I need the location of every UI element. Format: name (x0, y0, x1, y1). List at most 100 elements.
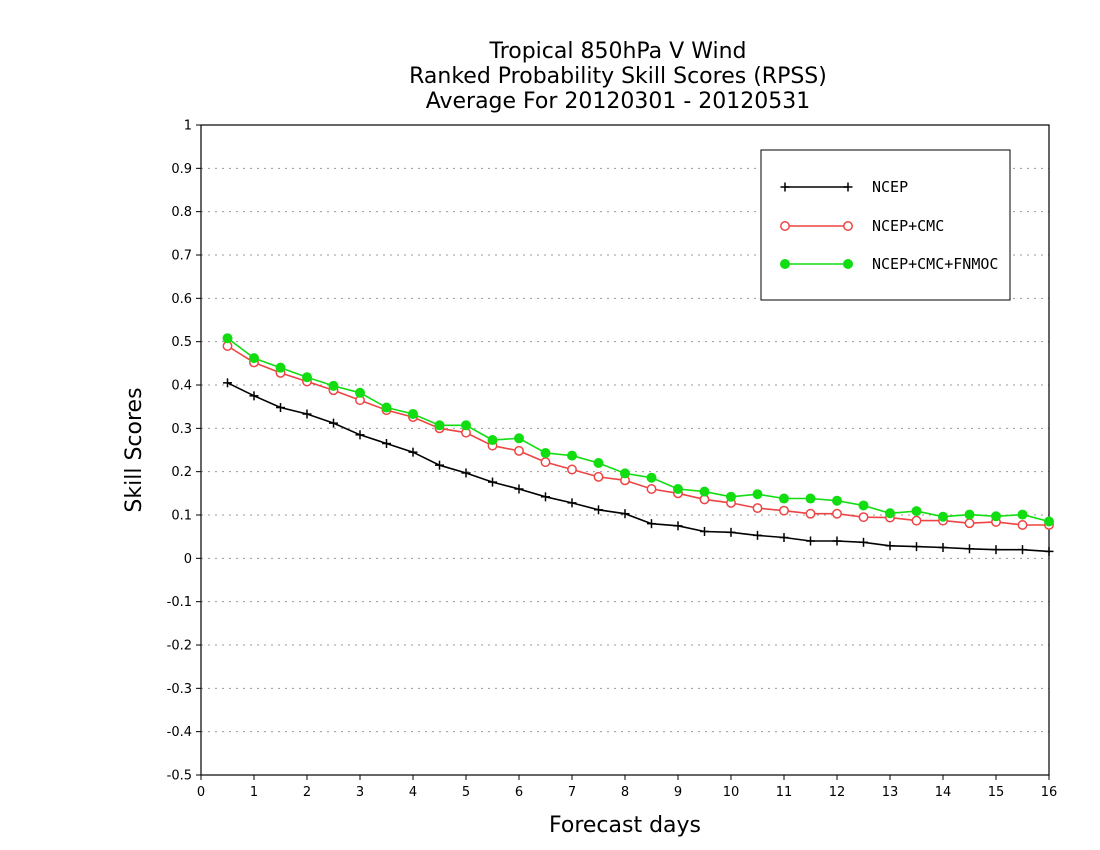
y-tick-label: -0.4 (167, 725, 192, 740)
data-point (780, 221, 790, 231)
data-point (843, 221, 853, 231)
y-tick-label: -0.1 (167, 595, 192, 610)
legend-entry: NCEP (780, 178, 908, 196)
y-tick-label: -0.2 (167, 639, 192, 654)
data-point (938, 543, 948, 552)
data-point (673, 484, 683, 494)
data-point (805, 508, 816, 519)
data-point (647, 519, 656, 529)
data-point (593, 471, 604, 482)
data-point (249, 353, 259, 364)
legend-label: NCEP+CMC+FNMOC (872, 255, 998, 273)
x-tick-label: 6 (515, 785, 523, 800)
data-point (434, 420, 445, 431)
x-tick-label: 5 (462, 785, 470, 800)
data-point (726, 491, 736, 502)
x-tick-label: 14 (935, 785, 952, 800)
data-point (858, 512, 869, 523)
x-tick-label: 12 (829, 785, 846, 800)
x-tick-label: 7 (568, 785, 576, 800)
data-point (461, 468, 471, 478)
y-axis-label: Skill Scores (122, 387, 147, 512)
x-tick-label: 1 (250, 785, 258, 800)
y-tick-label: 0.1 (171, 509, 192, 524)
x-tick-label: 11 (776, 785, 793, 800)
x-axis-label: Forecast days (549, 813, 701, 838)
data-point (964, 509, 975, 520)
data-point (567, 450, 577, 461)
data-point (1017, 509, 1028, 520)
data-point (222, 333, 233, 344)
data-point (540, 448, 551, 459)
chart-title: Tropical 850hPa V Wind Ranked Probabilit… (409, 39, 827, 114)
data-point (408, 409, 418, 420)
legend-label: NCEP (872, 178, 908, 196)
data-point (911, 506, 922, 517)
data-point (885, 541, 895, 551)
x-tick-label: 9 (674, 785, 682, 800)
x-tick-label: 3 (356, 785, 364, 800)
data-point (832, 536, 842, 546)
data-point (964, 518, 975, 529)
data-point (1044, 546, 1054, 556)
data-point (700, 526, 709, 536)
series-ncep-cmc-fnmoc (222, 333, 1054, 527)
data-point (991, 511, 1001, 522)
data-point (646, 472, 657, 483)
y-tick-label: 0 (184, 552, 192, 567)
y-tick-label: 0.3 (171, 422, 192, 437)
data-point (843, 259, 853, 269)
series-ncep-cmc (222, 341, 1054, 530)
data-point (912, 542, 921, 552)
series-line (227, 345, 1049, 526)
chart-title-line-2: Ranked Probability Skill Scores (RPSS) (409, 64, 827, 89)
data-point (843, 182, 853, 192)
data-point (806, 536, 815, 546)
x-tick-label: 10 (723, 785, 740, 800)
data-point (1017, 520, 1028, 530)
y-tick-label: 0.4 (171, 379, 192, 394)
x-tick-label: 15 (988, 785, 1005, 800)
y-tick-label: 0.6 (171, 292, 192, 307)
x-tick-label: 2 (303, 785, 311, 800)
data-point (752, 503, 763, 514)
data-point (567, 498, 577, 508)
series-line (227, 382, 1050, 553)
data-point (461, 420, 471, 431)
y-tick-label: 0.9 (171, 162, 192, 177)
gridlines (201, 167, 1049, 733)
data-point (1044, 516, 1054, 527)
data-point (594, 505, 603, 515)
data-point (408, 447, 418, 457)
data-point (858, 500, 869, 511)
x-tick-label: 0 (197, 785, 205, 800)
data-point (620, 509, 630, 519)
data-point (381, 402, 392, 413)
y-tick-label: 0.2 (171, 465, 192, 480)
data-point (780, 259, 790, 269)
data-point (726, 527, 736, 537)
legend-entry: NCEP+CMC+FNMOC (780, 255, 998, 273)
x-tick-label: 13 (882, 785, 899, 800)
data-point (832, 508, 842, 519)
x-tick-label: 8 (621, 785, 629, 800)
data-point (699, 486, 710, 497)
data-point (780, 182, 790, 192)
data-point (328, 380, 339, 391)
data-point (752, 489, 763, 500)
data-point (302, 409, 312, 419)
legend-entry: NCEP+CMC (780, 217, 944, 235)
data-point (620, 468, 630, 479)
legend: NCEP NCEP+CMC NCEP+CMC+FNMOC (760, 149, 1011, 301)
data-point (223, 378, 232, 388)
series-lines (222, 333, 1054, 556)
y-tick-label: 1 (184, 119, 192, 134)
data-point (275, 362, 286, 373)
x-tick-label: 16 (1041, 785, 1058, 800)
data-point (593, 458, 604, 468)
data-point (355, 430, 365, 440)
x-tick-label: 4 (409, 785, 417, 800)
y-tick-label: -0.5 (167, 769, 192, 784)
y-tick-label: -0.3 (167, 682, 192, 697)
data-point (1018, 545, 1027, 555)
